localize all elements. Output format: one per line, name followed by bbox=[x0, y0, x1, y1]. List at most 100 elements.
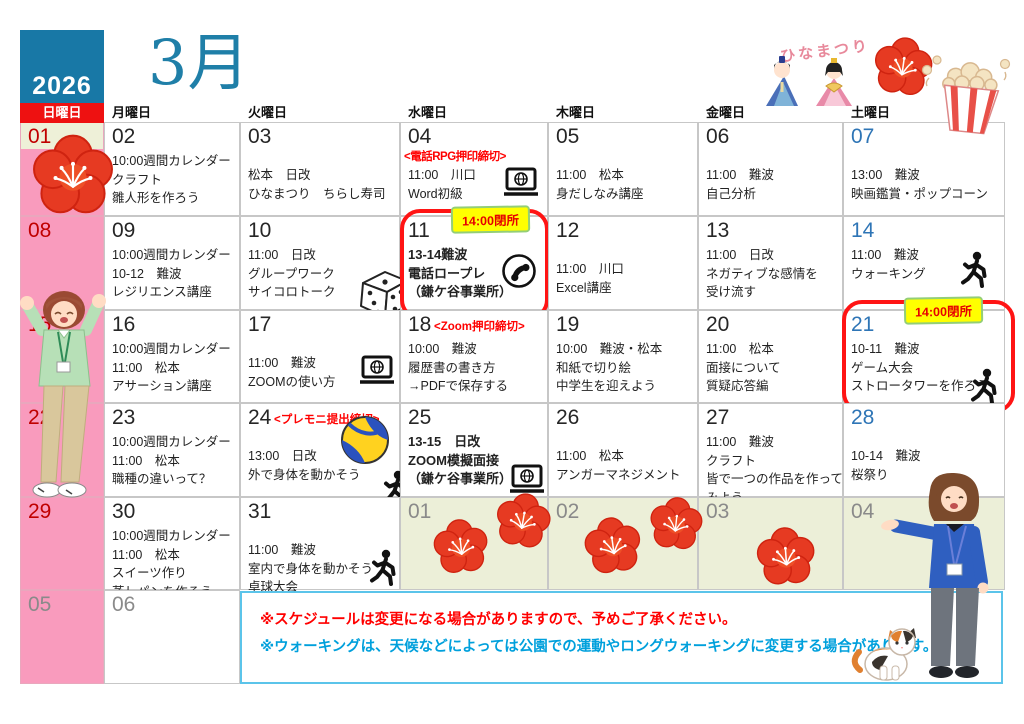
event-line: 11:00 松本 bbox=[556, 449, 624, 463]
phone-icon bbox=[501, 253, 537, 289]
event-line: 映画鑑賞・ポップコーン bbox=[851, 186, 988, 201]
event-line: 10:00週間カレンダー bbox=[112, 248, 231, 262]
plum-blossom-icon bbox=[429, 515, 493, 579]
calendar-cell-26: 26 11:00 松本 アンガーマネジメント bbox=[548, 403, 698, 497]
event-line: ウォーキング bbox=[851, 266, 926, 281]
calendar-cell-13: 13 11:00 日改 ネガティブな感情を 受け流す bbox=[698, 216, 843, 310]
event-line: 10:00 難波 bbox=[408, 342, 477, 356]
calendar-cell-10: 10 11:00 日改 グループワーク サイコロトーク bbox=[240, 216, 410, 318]
calendar-cell-06: 06 bbox=[104, 590, 240, 684]
event-line: 11:00 日改 bbox=[248, 248, 316, 262]
event-line: サイコロトーク bbox=[248, 285, 336, 299]
year-box: 2026 bbox=[20, 30, 104, 103]
calendar-cell-09: 09 10:00週間カレンダー 10-12 難波 レジリエンス講座 bbox=[104, 216, 240, 310]
event-line: 10-11 難波 bbox=[851, 342, 920, 356]
closing-time-badge: 14:00閉所 bbox=[903, 296, 984, 325]
calendar-cell-03: 03 松本 日改 ひなまつり ちらし寿司 bbox=[240, 122, 400, 216]
event-text: 10:00 難波・松本 和紙で切り絵中学生を迎えよう bbox=[556, 340, 697, 396]
event-line: ネガティブな感情を bbox=[706, 266, 818, 281]
calendar-cell-17: 17 11:00 難波 ZOOMの使い方 bbox=[240, 310, 400, 403]
year-label: 2026 bbox=[32, 72, 92, 100]
date-number: 28 bbox=[851, 406, 875, 429]
calendar-cell-05: 05 bbox=[20, 590, 104, 684]
laptop-globe-icon bbox=[507, 464, 547, 497]
event-line: 13-14難波 bbox=[408, 247, 468, 262]
event-line: 松本 日改 bbox=[248, 168, 311, 182]
event-line: 11:00 難波 bbox=[248, 543, 316, 557]
event-line: 10:00週間カレンダー bbox=[112, 342, 231, 356]
date-number: 29 bbox=[28, 500, 52, 523]
walker-icon bbox=[369, 549, 399, 587]
event-line: グループワーク bbox=[248, 266, 335, 281]
popcorn-icon bbox=[915, 52, 1017, 138]
date-number: 25 bbox=[408, 406, 432, 429]
date-number: 04 bbox=[408, 125, 432, 148]
notice-line-walking: ※ウォーキングは、天候などによっては公園での運動やロングウォーキングに変更する場… bbox=[260, 639, 938, 655]
date-number: 31 bbox=[248, 500, 272, 523]
date-number: 20 bbox=[706, 313, 730, 336]
date-number: 26 bbox=[556, 406, 580, 429]
event-line: 和紙で切り絵 bbox=[556, 360, 632, 375]
date-number: 03 bbox=[706, 500, 730, 523]
notice-line-schedule: ※スケジュールは変更になる場合がありますので、予めご了承ください。 bbox=[260, 612, 737, 628]
calendar-cell-12: 12 11:00 川口 Excel講座 bbox=[548, 216, 698, 310]
calendar-cell-29: 29 bbox=[20, 497, 104, 590]
calendar-cell-05: 05 11:00 松本 身だしなみ講座 bbox=[548, 122, 698, 216]
event-line: 11:00 松本 bbox=[112, 360, 180, 375]
event-text: 11:00 松本 身だしなみ講座 bbox=[556, 166, 697, 203]
event-line: 10:00 難波・松本 bbox=[556, 342, 663, 356]
event-text: 11:00 松本 アンガーマネジメント bbox=[556, 447, 697, 484]
event-line: 身だしなみ講座 bbox=[556, 186, 644, 201]
event-line: 雛人形を作ろう bbox=[112, 191, 200, 205]
event-text: 11:00 難波クラフト皆で一つの作品を作ってみよう bbox=[706, 433, 843, 507]
cheering-woman-illustration bbox=[2, 286, 126, 506]
event-line: 13:00 日改 bbox=[248, 449, 317, 463]
calendar-cell-24: 24 <プレモニ提出締切> 13:00 日改 外で身体を動かそう bbox=[240, 403, 408, 507]
cat-icon bbox=[850, 618, 934, 682]
date-number: 30 bbox=[112, 500, 136, 523]
hina-dolls-icon bbox=[752, 52, 868, 108]
date-number: 12 bbox=[556, 219, 580, 242]
event-text: 松本 日改 ひなまつり ちらし寿司 bbox=[248, 166, 399, 203]
date-number: 16 bbox=[112, 313, 136, 336]
calendar-cell-02: 02 10:00週間カレンダー クラフト 雛人形を作ろう bbox=[104, 122, 240, 216]
event-line: 中学生を迎えよう bbox=[556, 379, 657, 393]
day-header-monday: 月曜日 bbox=[112, 105, 152, 120]
calendar-cell-23: 23 10:00週間カレンダー 11:00 松本 職種の違いって？ bbox=[104, 403, 240, 497]
event-line: クラフト bbox=[706, 453, 757, 468]
date-number: 03 bbox=[248, 125, 272, 148]
plum-blossom-icon bbox=[645, 493, 707, 555]
calendar-cell-31: 31 11:00 難波 室内で身体を動かそう 卓球大会 bbox=[240, 497, 400, 594]
day-header-friday: 金曜日 bbox=[706, 105, 746, 120]
event-line: 11:00 日改 bbox=[706, 248, 774, 262]
event-line: Word初級 bbox=[408, 186, 463, 201]
event-line: 面接について bbox=[706, 360, 781, 375]
event-line: 11:00 松本 bbox=[706, 342, 774, 356]
event-line: 桜祭り bbox=[851, 467, 889, 482]
event-line: 11:00 川口 bbox=[556, 262, 624, 276]
date-number: 01 bbox=[28, 125, 52, 148]
day-header-sunday: 日曜日 bbox=[20, 103, 104, 123]
calendar-cell-04: 04 <電話RPG押印締切> 11:00 川口 Word初級 bbox=[400, 122, 548, 216]
date-number: 11 bbox=[408, 219, 430, 242]
event-line: 履歴書の書き方 bbox=[408, 360, 496, 375]
event-text: 13-15 日改 ZOOM模擬面接 （鎌ケ谷事業所） bbox=[408, 433, 547, 489]
event-line: 皆で一つの作品を作って bbox=[706, 472, 843, 486]
plum-blossom-icon bbox=[30, 133, 116, 219]
date-number: 02 bbox=[556, 500, 580, 523]
event-line: Excel講座 bbox=[556, 280, 612, 295]
event-line: ストロータワーを作ろう bbox=[851, 379, 989, 393]
event-line: 電話ロープレ bbox=[408, 265, 486, 281]
event-line: 卓球大会 bbox=[248, 580, 299, 594]
date-number: 06 bbox=[112, 593, 136, 616]
event-text: 10:00週間カレンダー 11:00 松本 アサーション講座 bbox=[112, 340, 239, 396]
calendar-cell-06: 06 11:00 難波 自己分析 bbox=[698, 122, 843, 216]
date-number: 19 bbox=[556, 313, 580, 336]
event-line: 11:00 松本 bbox=[112, 547, 180, 562]
day-header-thursday: 木曜日 bbox=[556, 105, 596, 120]
calendar-cell-21: 21 10-11 難波 ゲーム大会 ストロータワーを作ろう 14:00閉所 bbox=[842, 296, 1015, 413]
calendar-cell-28: 28 10-14 難波 桜祭り bbox=[843, 403, 1005, 497]
deadline-tag: <電話RPG押印締切> bbox=[404, 151, 506, 163]
